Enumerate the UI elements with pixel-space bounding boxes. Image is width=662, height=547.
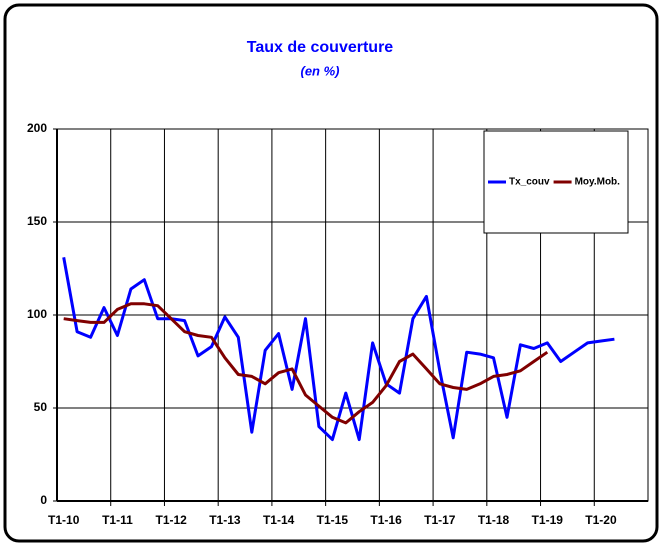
legend-label: Moy.Mob.: [575, 177, 621, 188]
chart-subtitle: (en %): [301, 63, 340, 78]
x-tick-label: T1-20: [585, 513, 617, 527]
y-tick-label: 150: [27, 214, 47, 228]
x-tick-label: T1-15: [317, 513, 349, 527]
series-line: [63, 302, 549, 425]
chart-title: Taux de couverture: [247, 39, 394, 56]
x-tick-label: T1-12: [155, 513, 187, 527]
y-tick-label: 0: [40, 493, 47, 507]
x-tick-label: T1-18: [478, 513, 510, 527]
x-tick-label: T1-13: [209, 513, 241, 527]
x-tick-label: T1-11: [102, 513, 133, 527]
legend-label: Tx_couv: [509, 177, 550, 188]
y-tick-label: 100: [27, 307, 47, 321]
y-tick-label: 50: [34, 400, 48, 414]
frame: [3, 3, 659, 543]
x-tick-label: T1-16: [370, 513, 402, 527]
x-tick-label: T1-17: [424, 513, 456, 527]
x-tick-label: T1-14: [263, 513, 295, 527]
series-line: [62, 257, 615, 442]
y-tick-label: 200: [27, 121, 47, 135]
x-tick-label: T1-19: [532, 513, 564, 527]
x-tick-label: T1-10: [48, 513, 80, 527]
